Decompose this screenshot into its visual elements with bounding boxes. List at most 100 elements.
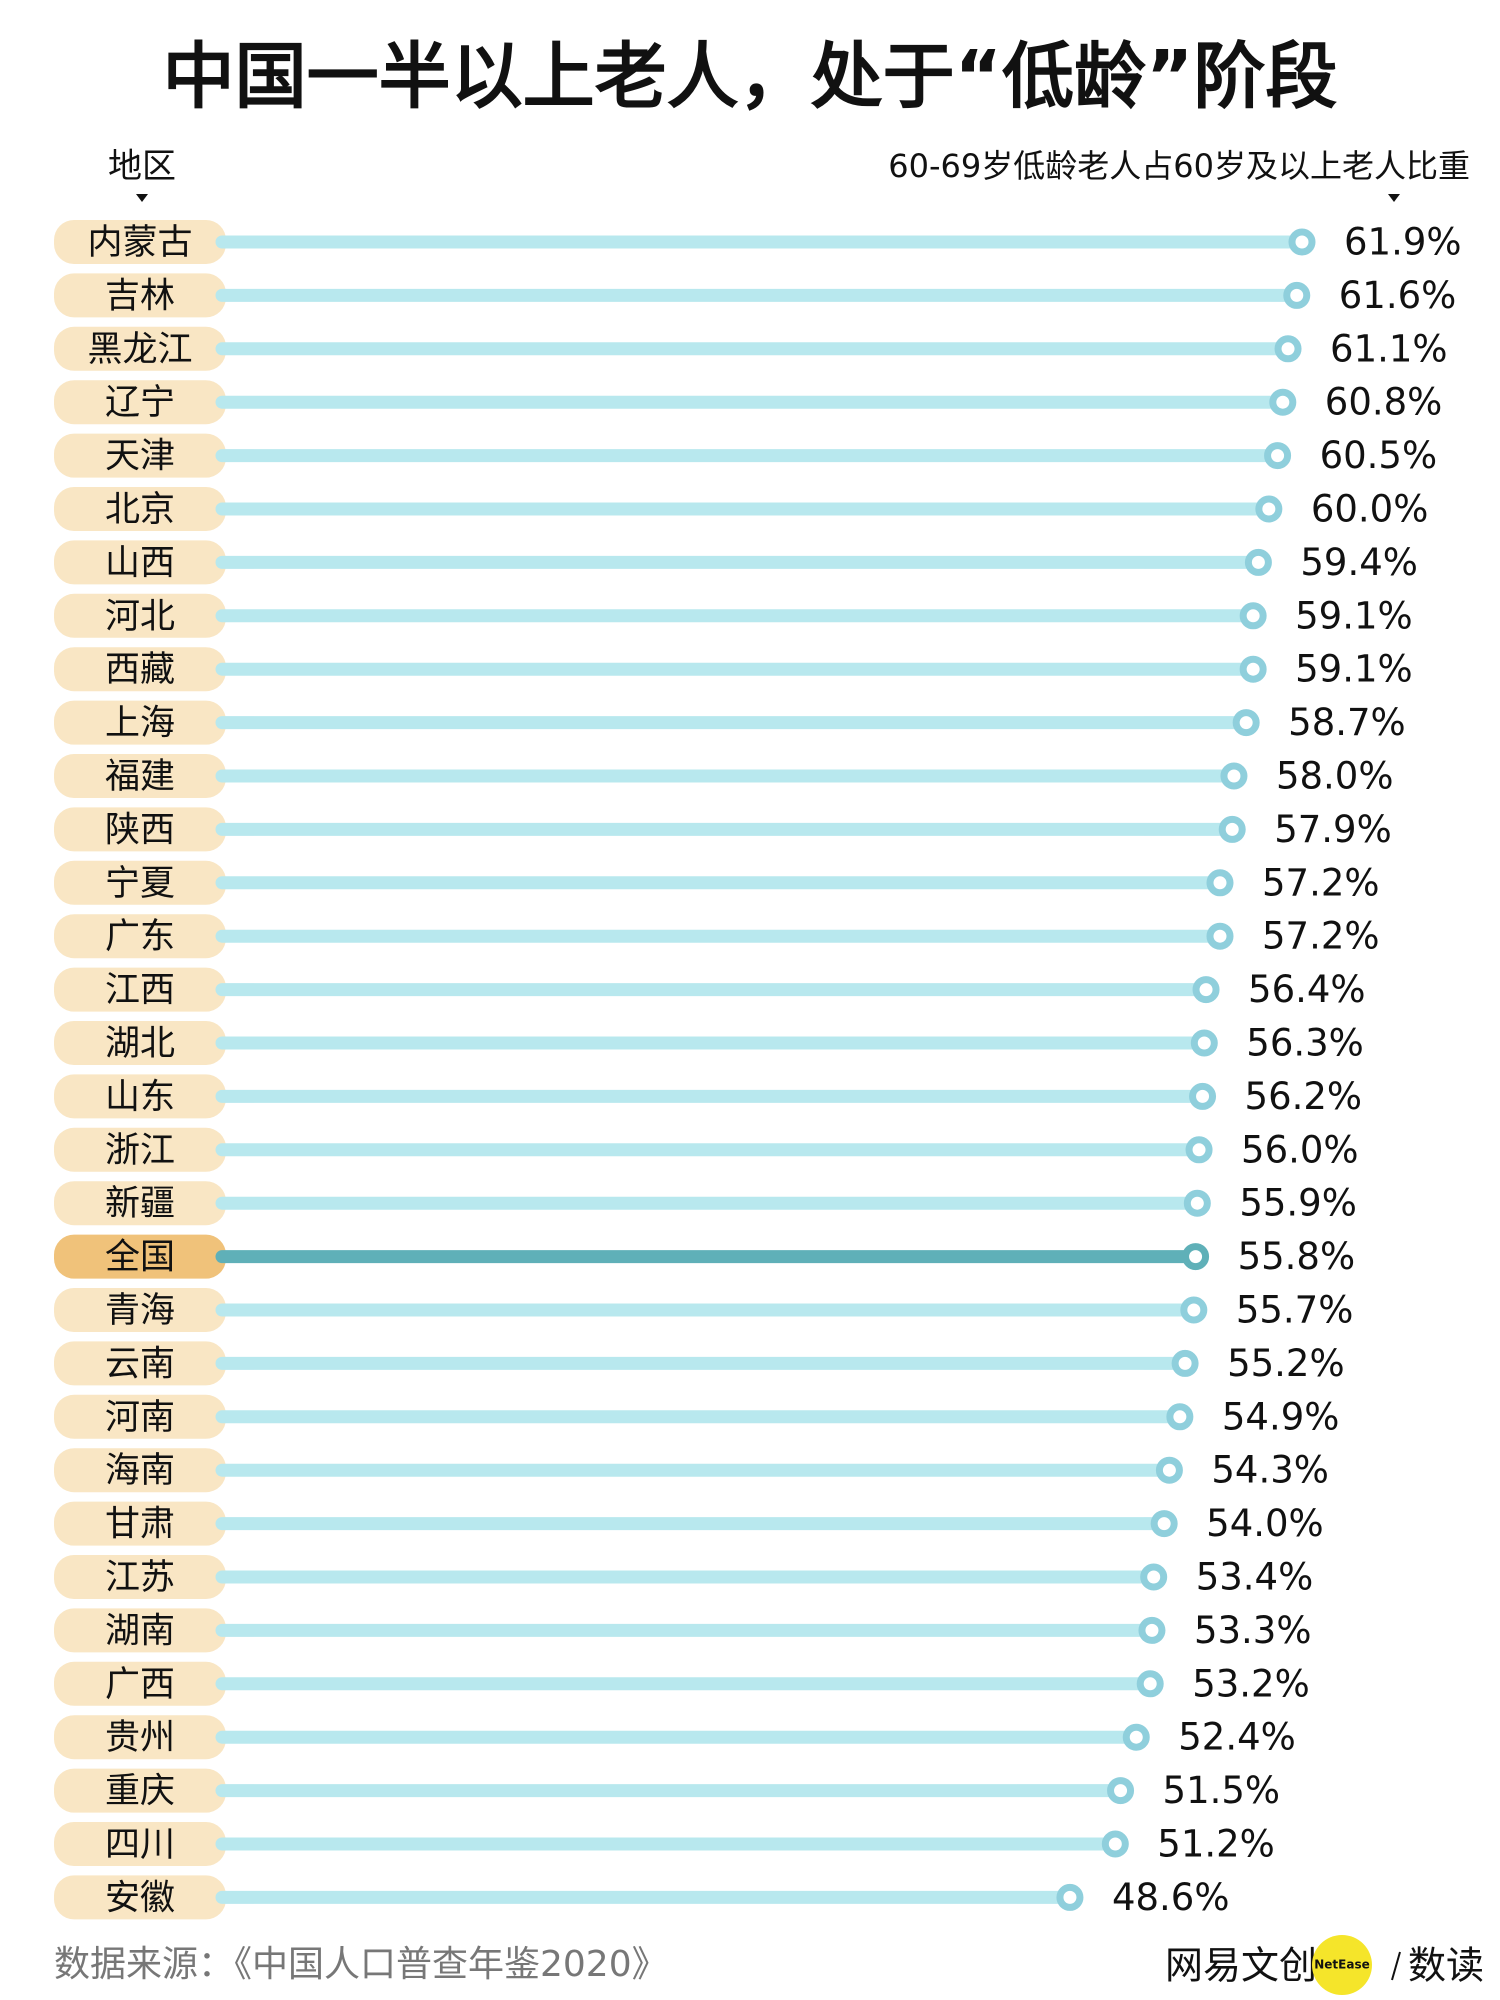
category-label: 北京 [105,490,175,530]
category-pill [54,1341,226,1386]
category-label: 宁夏 [105,864,175,904]
bar-end [1274,335,1302,363]
value-label: 59.1% [1295,648,1413,691]
category-label: 新疆 [105,1184,175,1224]
category-label: 湖北 [105,1024,175,1064]
bar-end [1190,1029,1218,1057]
category-pill [54,1555,226,1599]
value-label: 60.8% [1325,381,1443,424]
value-label: 48.6% [1112,1876,1230,1919]
chart-title: 中国一半以上老人，处于“低龄”阶段 [163,35,1338,119]
bar-end [1180,1296,1208,1324]
bar-end [1183,1189,1211,1217]
category-label: 山西 [105,543,175,583]
value-label: 61.9% [1344,221,1462,264]
y-axis-label: 地区 [108,147,176,187]
value-label: 61.1% [1330,327,1448,370]
category-pill [54,1181,226,1226]
bar-end [1107,1777,1135,1805]
value-label: 51.5% [1163,1769,1281,1812]
category-pill [54,1021,226,1065]
category-pill [54,860,226,905]
value-label: 54.9% [1222,1395,1340,1438]
value-label: 54.3% [1211,1449,1329,1492]
bar-end [1269,388,1297,416]
category-pill [54,914,226,959]
category-label: 河南 [105,1398,175,1438]
x-axis-label: 60-69岁低龄老人占60岁及以上老人比重 [888,147,1470,185]
bar-end [1283,281,1311,309]
category-pill [54,273,226,318]
value-label: 58.7% [1288,701,1406,744]
category-pill [54,380,226,425]
category-label: 四川 [105,1825,175,1865]
value-label: 61.6% [1339,274,1457,317]
category-pill [54,540,226,585]
bar-end [1101,1830,1129,1858]
category-pill [54,1448,226,1493]
category-label: 云南 [105,1344,175,1384]
value-label: 56.3% [1246,1022,1364,1065]
category-pill [54,807,226,852]
value-label: 55.7% [1236,1289,1354,1332]
bar-end [1206,869,1234,897]
value-label: 56.2% [1245,1075,1363,1118]
value-label: 51.2% [1157,1823,1275,1866]
category-pill [54,1875,226,1920]
value-label: 53.3% [1194,1609,1312,1652]
bar-end [1056,1883,1084,1911]
category-label: 海南 [105,1451,175,1491]
value-label: 53.2% [1192,1662,1310,1705]
category-label: 甘肃 [105,1505,175,1545]
brand-divider [1391,1951,1401,1981]
brand-badge-circle [1312,1935,1372,1995]
category-label: 安徽 [105,1878,175,1918]
category-label: 黑龙江 [87,330,192,370]
bar-end [1150,1510,1178,1538]
category-label: 河北 [105,597,175,637]
bar-end [1155,1456,1183,1484]
value-label: 57.2% [1262,915,1380,958]
category-pill [54,1501,226,1546]
bar-end [1140,1563,1168,1591]
category-label: 天津 [105,437,175,477]
category-pill [54,1074,226,1119]
value-label: 53.4% [1196,1556,1314,1599]
category-label: 江西 [105,971,175,1011]
category-label: 西藏 [105,650,175,690]
value-label: 56.0% [1241,1128,1359,1171]
category-pill [54,967,226,1012]
category-label: 重庆 [105,1772,175,1812]
category-label: 浙江 [105,1131,175,1171]
category-label: 青海 [105,1291,175,1331]
category-pill [54,700,226,745]
value-label: 58.0% [1276,755,1394,798]
value-label: 59.1% [1295,594,1413,637]
category-pill [54,1394,226,1439]
category-label: 山东 [105,1077,175,1117]
value-label: 60.0% [1311,488,1429,531]
value-label: 59.4% [1300,541,1418,584]
brand: 网易文创 [1165,1944,1317,1988]
brand-badge: NetEase [1314,1958,1370,1972]
category-label: 吉林 [105,276,175,316]
value-label: 56.4% [1248,968,1366,1011]
category-label: 全国 [105,1238,175,1278]
category-pill [54,326,226,371]
category-pill [54,220,226,264]
category-pill [54,1127,226,1172]
value-label: 54.0% [1206,1502,1324,1545]
bar-end [1239,602,1267,630]
category-pill [54,433,226,478]
category-pill [54,1822,226,1866]
bar-end [1171,1349,1199,1377]
category-label: 广东 [105,917,175,957]
category-pill [54,1715,226,1760]
category-pill [54,647,226,692]
bar-end [1232,709,1260,737]
bar-end [1255,495,1283,523]
brand-column: 数读 [1408,1944,1484,1988]
bar-end [1166,1403,1194,1431]
bar-end [1218,815,1246,843]
